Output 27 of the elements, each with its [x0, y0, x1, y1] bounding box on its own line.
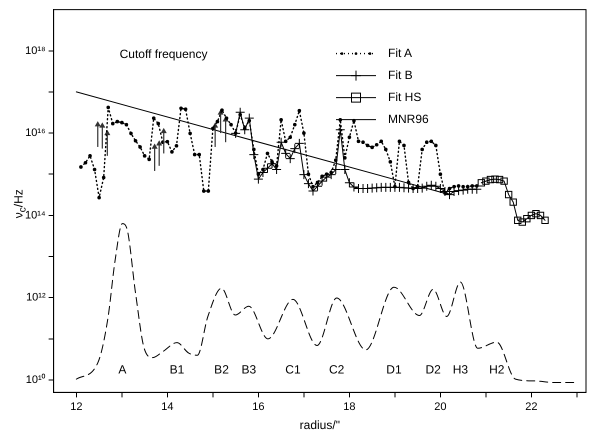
text: Cutoff frequency [120, 46, 208, 61]
annotation: H3 [452, 362, 468, 377]
legend-label: Fit A [388, 46, 412, 60]
annotation: A [118, 362, 126, 377]
x-tick-label: 16 [252, 401, 265, 414]
annotation: D2 [425, 362, 442, 377]
y-tick-label: 10¹⁶ [25, 127, 46, 140]
annotation: C2 [328, 362, 345, 377]
annotation: B1 [170, 362, 185, 377]
x-tick-label: 20 [434, 401, 447, 414]
legend-label: MNR96 [388, 112, 429, 126]
annotation: B3 [241, 362, 256, 377]
x-tick-label: 18 [343, 401, 356, 414]
annotation: D1 [386, 362, 402, 377]
x-tick-label: 12 [70, 401, 82, 414]
x-tick-label: 22 [525, 401, 538, 414]
y-tick-label: 10¹⁸ [25, 44, 46, 57]
y-tick-label: 10¹² [26, 292, 46, 304]
x-axis-title: radius/" [300, 418, 340, 432]
annotation: H2 [489, 362, 505, 377]
legend-label: Fit HS [388, 90, 422, 104]
legend-label: Fit B [388, 68, 413, 82]
annotation: B2 [214, 362, 230, 377]
annotation: C1 [285, 362, 301, 377]
x-tick-label: 14 [161, 401, 174, 414]
y-tick-label: 10¹⁰ [26, 373, 46, 386]
y-tick-label: 10¹⁴ [25, 209, 46, 222]
